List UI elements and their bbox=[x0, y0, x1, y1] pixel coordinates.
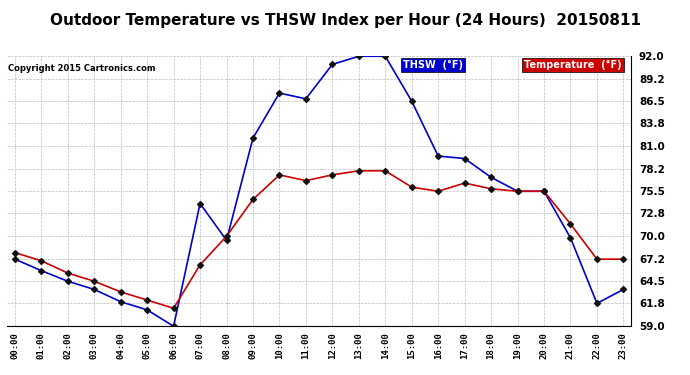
Text: Copyright 2015 Cartronics.com: Copyright 2015 Cartronics.com bbox=[8, 64, 156, 74]
Text: Temperature  (°F): Temperature (°F) bbox=[524, 60, 622, 70]
Text: Outdoor Temperature vs THSW Index per Hour (24 Hours)  20150811: Outdoor Temperature vs THSW Index per Ho… bbox=[50, 13, 640, 28]
Text: THSW  (°F): THSW (°F) bbox=[403, 60, 463, 70]
